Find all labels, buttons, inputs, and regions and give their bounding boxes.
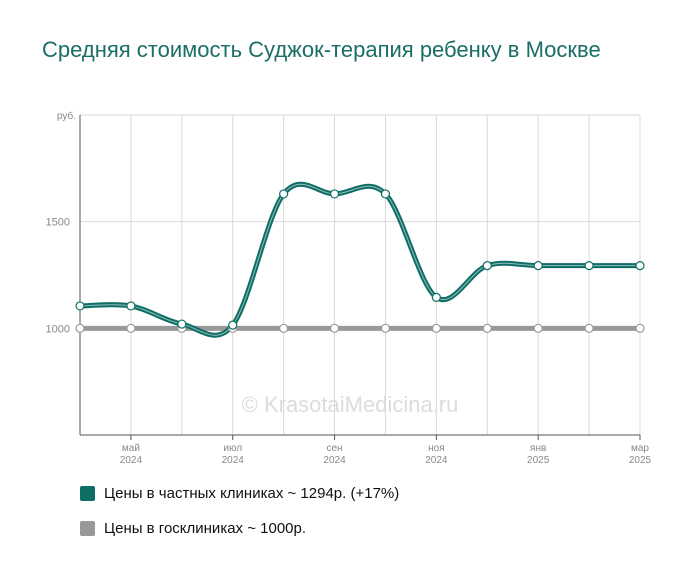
points-layer (75, 189, 645, 333)
y-axis-unit-label: руб. (57, 110, 76, 122)
data-point-private (380, 189, 391, 199)
x-tick-label-month: июл (223, 443, 242, 454)
data-point-public (329, 323, 340, 333)
x-tick-label-year: 2024 (120, 455, 143, 466)
x-tick-label-month: янв (530, 443, 546, 454)
x-tick-label-month: май (122, 443, 140, 454)
data-point-private (533, 261, 543, 271)
data-point-private (279, 189, 289, 199)
data-point-private (228, 320, 238, 330)
axis-layer: руб.10001500май2024июл2024сен2024ноя2024… (46, 110, 652, 466)
data-point-private (126, 301, 136, 311)
data-point-public (126, 323, 136, 333)
data-point-private (75, 301, 85, 311)
x-tick-label-year: 2024 (323, 455, 346, 466)
chart-title: Средняя стоимость Суджок-терапия ребенку… (42, 37, 601, 62)
data-point-public (279, 323, 289, 333)
series-line-private (77, 181, 643, 338)
data-point-private (177, 319, 187, 329)
data-point-private (431, 292, 441, 302)
x-tick-label-year: 2024 (425, 455, 448, 466)
data-point-private (584, 261, 594, 271)
legend-swatch-public (80, 520, 95, 536)
data-point-public (584, 323, 594, 333)
legend-item-private[interactable]: Цены в частных клиниках ~ 1294р. (+17%) (80, 483, 399, 503)
data-point-private (482, 261, 492, 271)
line-chart: руб.10001500май2024июл2024сен2024ноя2024… (46, 110, 652, 466)
legend-swatch-private (80, 485, 95, 501)
grid-layer (80, 114, 641, 435)
legend: Цены в частных клиниках ~ 1294р. (+17%) … (80, 483, 399, 553)
x-tick-label-month: сен (326, 443, 342, 454)
y-tick-label: 1500 (46, 217, 70, 229)
data-point-public (635, 323, 645, 333)
data-point-public (75, 323, 85, 333)
series-line-private-highlight (79, 183, 640, 336)
data-point-public (482, 323, 492, 333)
data-point-public (533, 323, 543, 333)
x-tick-label-year: 2025 (527, 455, 550, 466)
data-point-public (431, 323, 441, 333)
x-tick-label-year: 2024 (222, 455, 245, 466)
x-tick-label-year: 2025 (629, 455, 652, 466)
legend-label-public: Цены в госклиниках ~ 1000р. (104, 519, 307, 537)
x-tick-label-month: ноя (428, 443, 445, 454)
x-tick-label-month: мар (631, 443, 649, 454)
y-tick-label: 1000 (46, 323, 70, 335)
legend-label-private: Цены в частных клиниках ~ 1294р. (+17%) (104, 484, 400, 502)
legend-item-public[interactable]: Цены в госклиниках ~ 1000р. (80, 518, 399, 538)
series-layer (77, 181, 643, 338)
data-point-public (380, 323, 391, 333)
data-point-private (635, 261, 645, 271)
data-point-private (329, 189, 340, 199)
